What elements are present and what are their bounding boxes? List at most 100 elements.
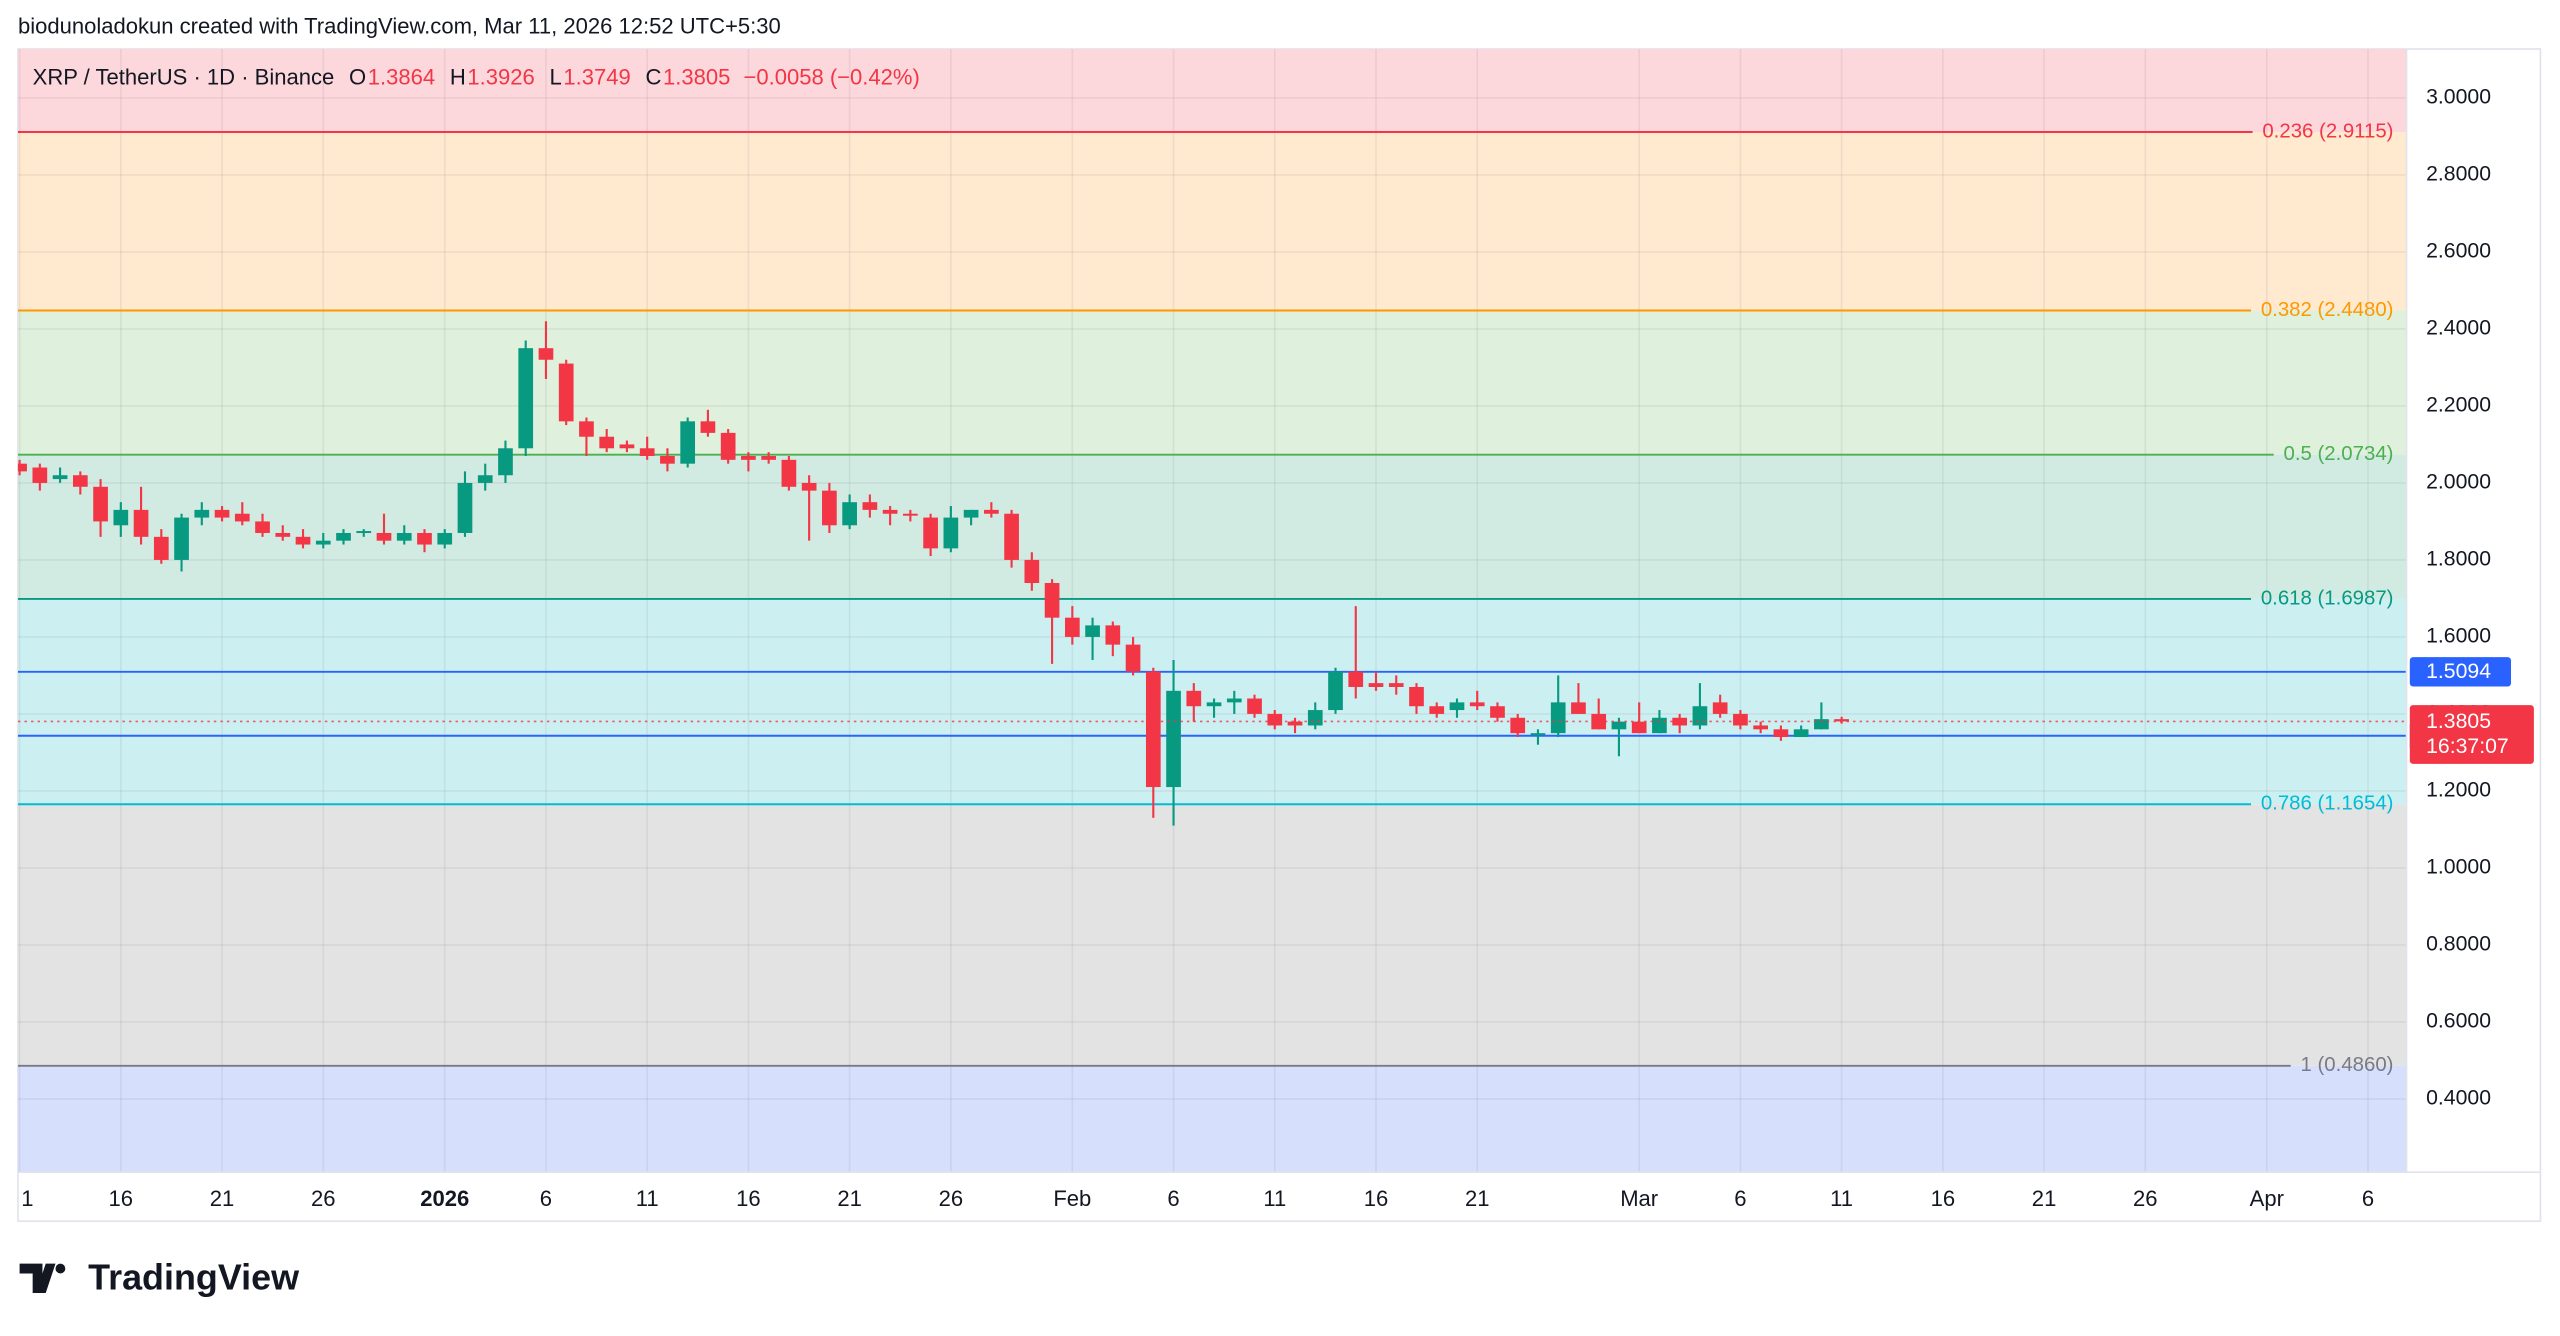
candle-body bbox=[1064, 617, 1080, 637]
price-badge bbox=[2409, 657, 2512, 687]
candle-body bbox=[1166, 690, 1181, 788]
candle-body bbox=[1530, 733, 1546, 736]
candle-body bbox=[133, 509, 149, 537]
y-tick-label: 3.0000 bbox=[2426, 86, 2491, 109]
y-tick-label: 2.0000 bbox=[2426, 471, 2491, 494]
candle-body bbox=[356, 531, 372, 534]
x-tick-label: 26 bbox=[939, 1186, 964, 1211]
candle-body bbox=[903, 513, 918, 516]
candle-body bbox=[315, 540, 331, 545]
x-tick-label: 21 bbox=[210, 1186, 235, 1211]
fib-zone bbox=[17, 310, 2407, 455]
candle-body bbox=[741, 455, 756, 460]
fib-label: 0.5 (2.0734) bbox=[2284, 443, 2394, 465]
candle-body bbox=[1307, 710, 1323, 726]
x-tick-label: 26 bbox=[2133, 1186, 2158, 1211]
y-tick-label: 1.8000 bbox=[2426, 548, 2491, 571]
price-badge-label: 1.5094 bbox=[2426, 660, 2491, 683]
x-tick-label: 2026 bbox=[420, 1186, 469, 1211]
ohlc-key: C bbox=[645, 64, 661, 89]
candle-body bbox=[1490, 706, 1505, 718]
candle-body bbox=[842, 502, 857, 526]
candle-body bbox=[17, 463, 27, 472]
candle-body bbox=[1834, 719, 1849, 722]
legend-line: XRP / TetherUS · 1D · Binance O 1.3864 H 1.3… bbox=[33, 64, 920, 89]
ohlc-value: 1.3805 bbox=[663, 64, 730, 89]
y-tick-label: 2.8000 bbox=[2426, 163, 2491, 186]
candle-body bbox=[1550, 702, 1566, 734]
x-tick-label: 6 bbox=[2362, 1186, 2374, 1211]
candle-body bbox=[174, 517, 189, 560]
y-tick-label: 1.0000 bbox=[2426, 856, 2491, 879]
logo-dot bbox=[55, 1263, 66, 1274]
candle-body bbox=[1773, 729, 1789, 738]
fib-zone bbox=[17, 132, 2407, 311]
candle-body bbox=[801, 482, 817, 491]
fib-zone bbox=[17, 454, 2407, 599]
candle-body bbox=[295, 536, 311, 545]
candle-body bbox=[32, 467, 48, 483]
candle-body bbox=[1105, 625, 1121, 645]
candle-body bbox=[1125, 644, 1141, 672]
logo-icon bbox=[19, 1263, 56, 1294]
candle-body bbox=[599, 436, 615, 449]
ohlc-value: 1.3864 bbox=[368, 64, 435, 89]
fib-zone bbox=[17, 1065, 2407, 1173]
x-tick-label: 16 bbox=[1931, 1186, 1956, 1211]
candle-body bbox=[1672, 717, 1688, 726]
candle-body bbox=[1186, 690, 1202, 707]
candle-body bbox=[1753, 725, 1768, 730]
candle-body bbox=[255, 521, 270, 533]
candle-body bbox=[1611, 721, 1627, 730]
candle-body bbox=[336, 532, 351, 541]
plot-area: 0.236 (2.9115) 0.382 (2.4480) 0.5 (2.0734)… bbox=[17, 48, 2407, 1173]
brand-logo: TradingView bbox=[19, 1256, 299, 1297]
x-tick-label: Mar bbox=[1620, 1186, 1658, 1211]
candle-body bbox=[558, 363, 574, 422]
candle-body bbox=[518, 348, 534, 449]
candle-body bbox=[1692, 706, 1708, 726]
candle-body bbox=[984, 509, 999, 514]
x-tick-label: 6 bbox=[1167, 1186, 1179, 1211]
candle-body bbox=[538, 348, 554, 360]
candle-body bbox=[194, 509, 210, 518]
candle-body bbox=[93, 486, 108, 522]
x-tick-label: 21 bbox=[2032, 1186, 2057, 1211]
candle-body bbox=[1206, 702, 1222, 707]
x-tick-label: 16 bbox=[736, 1186, 761, 1211]
symbol-title: XRP / TetherUS · 1D · Binance bbox=[33, 64, 335, 89]
fib-label: 0.786 (1.1654) bbox=[2261, 793, 2394, 815]
candle-body bbox=[1571, 702, 1586, 714]
candle-body bbox=[1814, 719, 1829, 730]
ohlc-key: O bbox=[349, 64, 366, 89]
fib-label: 0.618 (1.6987) bbox=[2261, 587, 2394, 609]
ohlc-value: 1.3749 bbox=[563, 64, 630, 89]
brand-name: TradingView bbox=[88, 1256, 299, 1297]
candle-body bbox=[862, 502, 878, 510]
candle-body bbox=[1145, 671, 1161, 788]
candle-body bbox=[1429, 706, 1445, 714]
candle-body bbox=[1328, 671, 1343, 711]
last-price-badge bbox=[2409, 705, 2534, 764]
candle-body bbox=[1733, 713, 1748, 726]
candle-body bbox=[1226, 698, 1242, 703]
candle-body bbox=[1044, 583, 1060, 618]
candle-body bbox=[680, 421, 696, 464]
y-tick-label: 2.6000 bbox=[2426, 240, 2491, 263]
y-tick-label: 0.6000 bbox=[2426, 1010, 2491, 1033]
candle-body bbox=[822, 490, 837, 526]
countdown: 16:37:07 bbox=[2426, 735, 2509, 758]
candle-body bbox=[72, 475, 88, 487]
candle-body bbox=[579, 421, 594, 437]
candle-body bbox=[1652, 717, 1667, 734]
y-tick-label: 1.2000 bbox=[2426, 779, 2491, 802]
y-tick-label: 2.4000 bbox=[2426, 317, 2491, 340]
candle-body bbox=[1348, 671, 1364, 687]
candle-body bbox=[1510, 717, 1526, 734]
candle-body bbox=[437, 532, 453, 545]
candle-body bbox=[153, 536, 169, 560]
candle-body bbox=[781, 459, 797, 487]
candle-body bbox=[720, 432, 736, 460]
x-tick-label: 21 bbox=[837, 1186, 862, 1211]
x-tick-label: Apr bbox=[2250, 1186, 2284, 1211]
